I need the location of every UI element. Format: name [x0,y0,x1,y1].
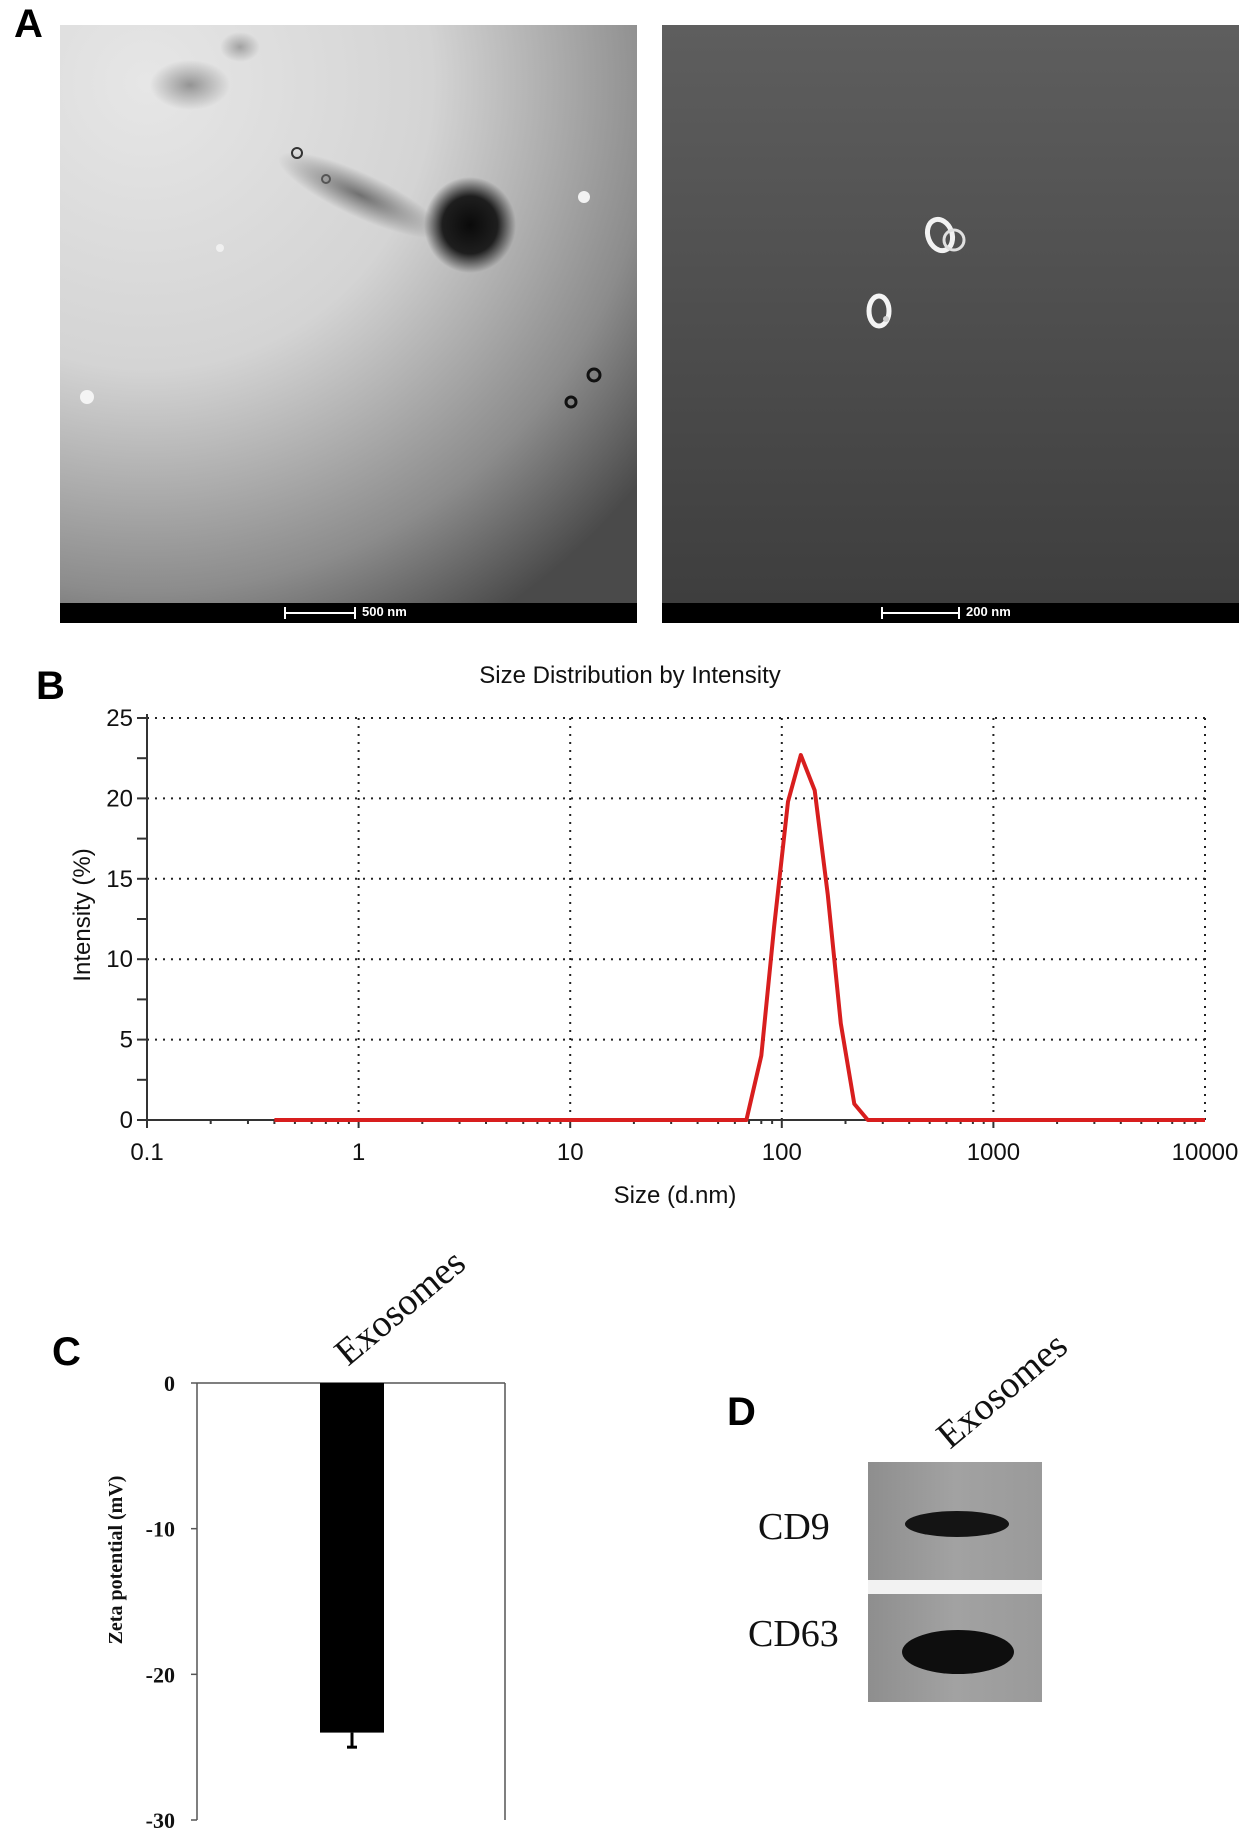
band-label-cd9: CD9 [758,1506,830,1548]
chart-b-x-tick-label: 10000 [1172,1139,1239,1166]
blot-lane-label: Exosomes [929,1324,1076,1457]
scale-bar-left: 500 nm [60,603,637,623]
chart-b-x-tick-label: 10 [557,1139,584,1166]
panel-letter-d: D [727,1390,756,1434]
chart-b-y-tick-label: 20 [106,785,133,812]
panel-letter-b: B [36,664,65,708]
chart-b-y-tick-label: 0 [120,1107,133,1134]
zeta-potential-chart: 0 -10 -20 -30 Exosomes Zeta potential (mV) [105,1241,506,1832]
chart-c-y-tick-label: -10 [146,1517,175,1542]
scale-bar-right: 200 nm [662,603,1239,623]
panel-letter-a: A [14,2,43,46]
chart-c-y-tick-label: -20 [146,1662,175,1687]
chart-b-x-tick-label: 1000 [967,1139,1020,1166]
chart-b-y-tick-label: 25 [106,705,133,732]
band-cd63 [902,1630,1014,1674]
chart-b-series-line [274,753,1205,1122]
western-blot-image [868,1462,1042,1702]
chart-b-title: Size Distribution by Intensity [479,662,780,689]
chart-b-xlabel: Size (d.nm) [614,1182,737,1209]
chart-b-ylabel: Intensity (%) [69,848,96,981]
tem-micrograph-left [60,25,637,603]
chart-c-ylabel: Zeta potential (mV) [105,1476,127,1645]
chart-b-y-tick-label: 15 [106,866,133,893]
panel-letter-c: C [52,1330,81,1374]
size-distribution-chart: Size Distribution by Intensity 0 5 10 15 20 2… [69,662,1239,1209]
chart-b-y-tick-label: 10 [106,946,133,973]
tem-image-left: 500 nm [60,25,637,623]
band-cd9 [905,1511,1009,1537]
blot-lane-label-svg: Exosomes [929,1324,1076,1457]
chart-c-category-label: Exosomes [327,1241,474,1374]
band-label-cd63: CD63 [748,1613,839,1655]
tem-micrograph-right [662,25,1239,603]
scale-label-right: 200 nm [966,604,1011,619]
chart-c-y-tick-label: 0 [164,1371,175,1396]
chart-b-y-tick-label: 5 [120,1027,133,1054]
chart-b-x-tick-label: 1 [352,1139,365,1166]
chart-b-x-tick-label: 100 [762,1139,802,1166]
tem-image-right: 200 nm [662,25,1239,623]
scale-label-left: 500 nm [362,604,407,619]
western-blot [868,1462,1042,1702]
chart-b-x-tick-label: 0.1 [130,1139,163,1166]
chart-c-y-tick-label: -30 [146,1808,175,1832]
chart-c-bar [320,1383,384,1733]
